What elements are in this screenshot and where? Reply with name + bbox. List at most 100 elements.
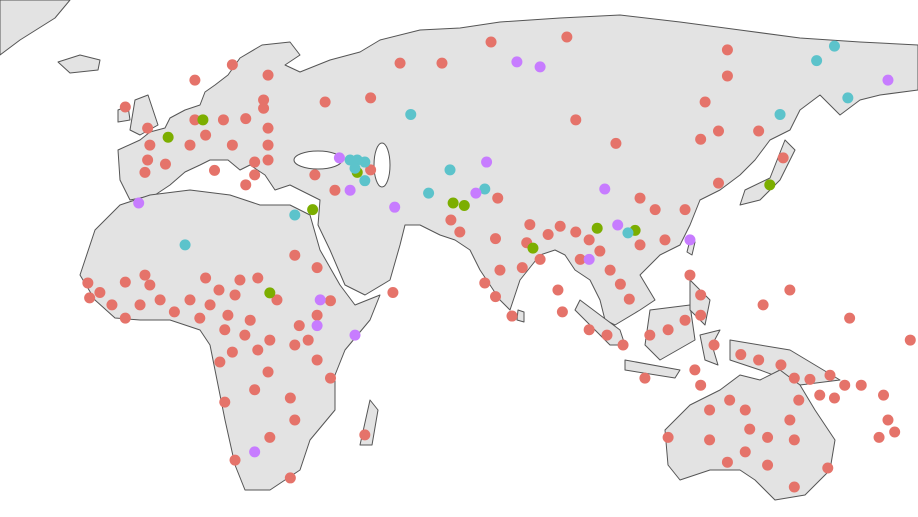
location-dot bbox=[436, 57, 448, 69]
location-dot bbox=[561, 31, 573, 43]
location-dot bbox=[644, 329, 656, 341]
location-dot bbox=[583, 253, 595, 265]
location-dot bbox=[695, 133, 707, 145]
location-dot bbox=[144, 279, 156, 291]
location-dot bbox=[264, 287, 276, 299]
location-dot bbox=[226, 346, 238, 358]
location-dot bbox=[622, 227, 634, 239]
location-dot bbox=[788, 481, 800, 493]
location-dot bbox=[774, 108, 786, 120]
location-dot bbox=[744, 423, 756, 435]
location-dot bbox=[311, 262, 323, 274]
location-dot bbox=[244, 314, 256, 326]
location-dot bbox=[319, 96, 331, 108]
location-dot bbox=[84, 292, 96, 304]
location-dot bbox=[405, 108, 417, 120]
location-dot bbox=[445, 214, 457, 226]
location-dot bbox=[222, 309, 234, 321]
location-dot bbox=[458, 200, 470, 212]
location-dot bbox=[162, 131, 174, 143]
location-dot bbox=[704, 404, 716, 416]
location-dot bbox=[735, 349, 747, 361]
location-dot bbox=[200, 272, 212, 284]
location-dot bbox=[684, 269, 696, 281]
location-dot bbox=[311, 354, 323, 366]
location-dot bbox=[349, 162, 361, 174]
africa bbox=[79, 189, 381, 491]
location-dot bbox=[447, 197, 459, 209]
location-dot bbox=[855, 379, 867, 391]
location-dot bbox=[695, 309, 707, 321]
location-dot bbox=[713, 177, 724, 189]
location-dot bbox=[882, 414, 894, 426]
sumatra bbox=[574, 299, 626, 346]
location-dot bbox=[591, 222, 603, 234]
location-dot bbox=[154, 294, 166, 306]
location-dot bbox=[262, 154, 274, 166]
location-dot bbox=[634, 239, 646, 251]
location-dot bbox=[882, 74, 894, 86]
location-dot bbox=[307, 204, 319, 216]
location-dot bbox=[249, 384, 261, 396]
location-dot bbox=[662, 431, 674, 443]
location-dot bbox=[311, 309, 323, 321]
location-dot bbox=[344, 184, 356, 196]
location-dot bbox=[552, 284, 564, 296]
location-dot bbox=[684, 234, 696, 246]
location-dot bbox=[249, 169, 261, 181]
location-dot bbox=[284, 472, 296, 484]
location-dot bbox=[197, 114, 209, 126]
location-dot bbox=[444, 164, 456, 176]
location-dot bbox=[554, 220, 566, 232]
location-dot bbox=[82, 277, 94, 289]
location-dot bbox=[583, 234, 595, 246]
location-dot bbox=[258, 94, 270, 106]
location-dot bbox=[784, 414, 796, 426]
location-dot bbox=[144, 139, 156, 151]
location-dot bbox=[302, 334, 314, 346]
location-dot bbox=[534, 253, 546, 265]
location-dot bbox=[594, 245, 606, 257]
location-dot bbox=[200, 129, 212, 141]
location-dot bbox=[804, 373, 816, 385]
location-dot bbox=[784, 284, 796, 296]
location-dot bbox=[614, 278, 626, 290]
location-dot bbox=[119, 276, 131, 288]
location-dot bbox=[739, 404, 751, 416]
location-dot bbox=[844, 312, 856, 324]
location-dot bbox=[721, 70, 733, 82]
location-dot bbox=[289, 414, 301, 426]
location-dot bbox=[262, 366, 274, 378]
location-dot bbox=[470, 187, 482, 199]
location-dot bbox=[753, 354, 765, 366]
location-dot bbox=[904, 334, 916, 346]
location-dot bbox=[189, 74, 201, 86]
location-dot bbox=[262, 69, 274, 81]
location-dot bbox=[119, 312, 131, 324]
location-dot bbox=[775, 359, 787, 371]
location-dot bbox=[583, 324, 595, 336]
location-dot bbox=[284, 392, 296, 404]
location-dot bbox=[481, 156, 493, 168]
location-dot bbox=[189, 114, 201, 126]
location-dot bbox=[293, 320, 305, 332]
location-dot bbox=[329, 184, 341, 196]
location-dot bbox=[258, 102, 270, 114]
location-dot bbox=[454, 226, 466, 238]
land bbox=[0, 0, 918, 501]
location-dot bbox=[527, 242, 539, 254]
location-dot bbox=[822, 462, 834, 474]
location-dot bbox=[249, 156, 261, 168]
location-dot bbox=[788, 372, 800, 384]
location-dot bbox=[842, 92, 854, 104]
location-dot bbox=[599, 183, 611, 195]
location-dot bbox=[839, 379, 851, 391]
location-dot bbox=[724, 394, 736, 406]
location-dot bbox=[873, 431, 885, 443]
location-dot bbox=[184, 139, 196, 151]
location-dot bbox=[359, 429, 371, 441]
location-dot bbox=[479, 277, 491, 289]
location-dot bbox=[814, 389, 826, 401]
